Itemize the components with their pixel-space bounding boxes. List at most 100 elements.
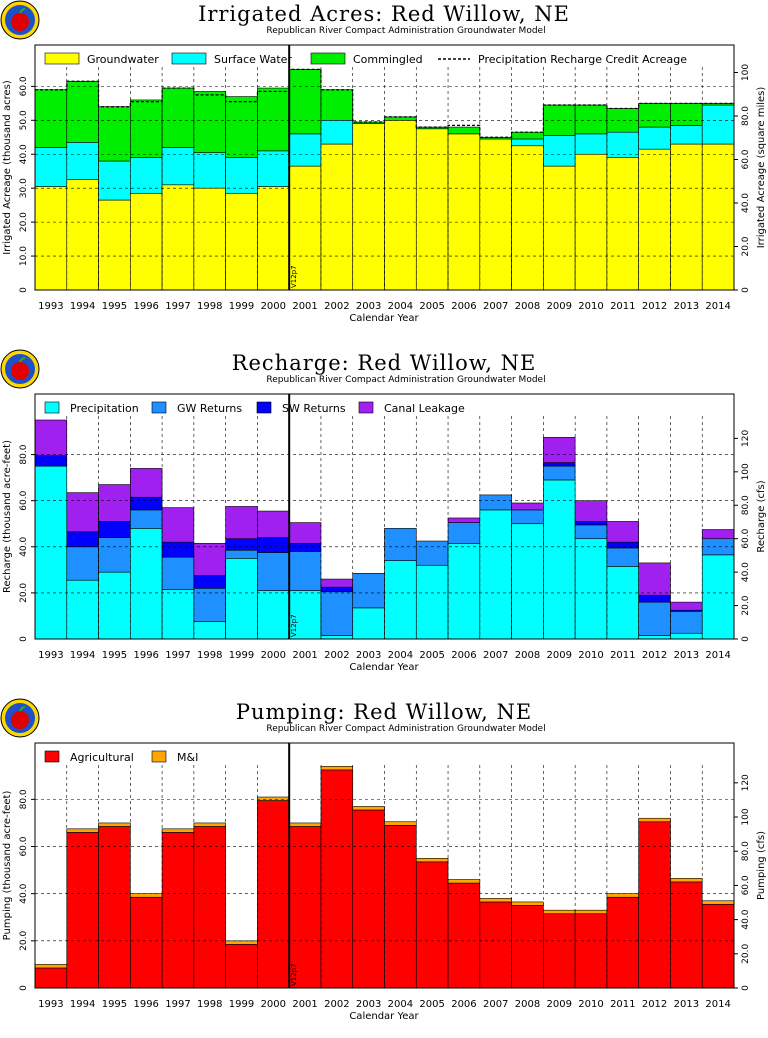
x-tick-label: 1999	[229, 999, 254, 1010]
y-tick-label: 0	[19, 985, 29, 991]
bar-segment	[225, 940, 258, 945]
x-tick-label: 1995	[102, 650, 127, 661]
bar-segment	[511, 138, 544, 147]
x-tick-label: 2008	[515, 999, 540, 1010]
bar-segment	[384, 120, 417, 291]
bar-segment	[161, 832, 195, 989]
bar-segment	[257, 150, 290, 187]
x-tick-label: 1994	[70, 650, 95, 661]
x-tick-label: 2006	[451, 999, 476, 1010]
x-tick-label: 2002	[324, 301, 349, 312]
legend: Groundwater Surface Water Commingled Precip…	[44, 52, 687, 66]
bar-segment	[606, 521, 639, 543]
chart-subtitle: Republican River Compact Administration …	[266, 375, 546, 385]
plot-frame	[34, 393, 735, 640]
bar-segment	[511, 502, 544, 511]
bar-segment	[193, 621, 226, 640]
x-tick-label: 2002	[324, 999, 349, 1010]
bar-segment	[225, 538, 258, 551]
plot-frame	[34, 44, 735, 291]
bar-segment	[193, 152, 226, 189]
bar-segment	[543, 462, 576, 467]
plot-frame	[34, 742, 735, 989]
legend-swatch	[44, 52, 80, 65]
y-tick-label: 80.0	[19, 444, 29, 464]
bar-segment	[415, 858, 449, 863]
y2-tick-label: 20.0	[741, 236, 751, 256]
y2-tick-label: 80.0	[741, 106, 751, 126]
y-tick-label: 20.0	[19, 583, 29, 603]
bar-segment	[384, 560, 417, 640]
bar-segment	[320, 89, 354, 121]
y2-tick-label: 60.0	[741, 149, 751, 169]
bar-segment	[352, 809, 385, 989]
bar-segment	[543, 909, 576, 915]
x-tick-label: 2012	[642, 650, 667, 661]
x-tick-label: 2009	[547, 301, 572, 312]
x-tick-label: 2003	[356, 301, 381, 312]
bar-segment	[606, 893, 639, 898]
bar-segment	[670, 601, 703, 611]
x-tick-label: 2004	[388, 650, 413, 661]
y2-tick-label: 40.0	[741, 193, 751, 213]
y2-axis-label: Pumping (cfs)	[756, 831, 767, 900]
bar-segment	[447, 879, 481, 884]
bar-segment	[638, 103, 671, 128]
x-tick-label: 2000	[261, 999, 286, 1010]
y2-tick-label: 80.0	[741, 841, 751, 861]
bar-segment	[479, 898, 512, 903]
y-tick-label: 0	[19, 287, 29, 293]
x-tick-label: 2010	[578, 999, 603, 1010]
bar-segment	[384, 528, 417, 561]
x-axis-label: Calendar Year	[349, 1011, 419, 1022]
bar-segment	[606, 547, 639, 567]
bar-segment	[225, 96, 258, 158]
bar-segment	[193, 826, 226, 989]
x-tick-label: 2002	[324, 650, 349, 661]
x-tick-label: 2001	[292, 650, 317, 661]
legend-label: Groundwater	[87, 53, 159, 66]
y2-tick-label: 40.0	[741, 909, 751, 929]
x-tick-label: 1994	[70, 999, 95, 1010]
bar-segment	[225, 944, 258, 989]
bar-segment	[320, 143, 354, 291]
bar-segment	[161, 507, 195, 543]
x-tick-label: 2012	[642, 999, 667, 1010]
y2-tick-label: 0	[741, 287, 751, 293]
irrigated-acres-panel: Irrigated Acres: Red Willow, NE Republic…	[0, 0, 768, 340]
x-tick-label: 1994	[70, 301, 95, 312]
bar-segment	[288, 590, 322, 640]
bar-segment	[384, 825, 417, 989]
bar-segment	[638, 126, 671, 150]
legend-swatch	[358, 401, 374, 414]
bar-segment	[193, 575, 226, 589]
y2-tick-label: 120	[741, 774, 751, 791]
bar-segment	[574, 913, 608, 989]
y2-axis-label: Recharge (cfs)	[756, 480, 767, 552]
bar-segment	[288, 522, 322, 544]
x-tick-label: 2010	[578, 301, 603, 312]
bar-segment	[574, 524, 608, 540]
bar-segment	[701, 554, 735, 640]
y2-tick-label: 0	[741, 636, 751, 642]
bar-segment	[670, 878, 703, 883]
y-tick-label: 40.0	[19, 144, 29, 164]
bar-segment	[98, 106, 131, 162]
pumping-panel: Pumping: Red Willow, NE Republican River…	[0, 698, 768, 1038]
bar-segment	[447, 133, 481, 291]
x-tick-label: 1999	[229, 301, 254, 312]
chart-title: Irrigated Acres: Red Willow, NE	[198, 2, 570, 26]
chart-subtitle: Republican River Compact Administration …	[266, 26, 546, 36]
bar-segment	[66, 142, 99, 180]
bar-segment	[193, 822, 226, 827]
x-tick-label: 2004	[388, 301, 413, 312]
bar-segment	[34, 964, 68, 969]
bar-segment	[130, 528, 163, 640]
bar-segment	[320, 591, 354, 636]
bar-segment	[574, 538, 608, 640]
x-tick-label: 2000	[261, 650, 286, 661]
bar-segment	[638, 635, 671, 640]
x-tick-label: 1995	[102, 999, 127, 1010]
apple-logo-icon	[0, 0, 40, 40]
bar-segment	[320, 635, 354, 640]
